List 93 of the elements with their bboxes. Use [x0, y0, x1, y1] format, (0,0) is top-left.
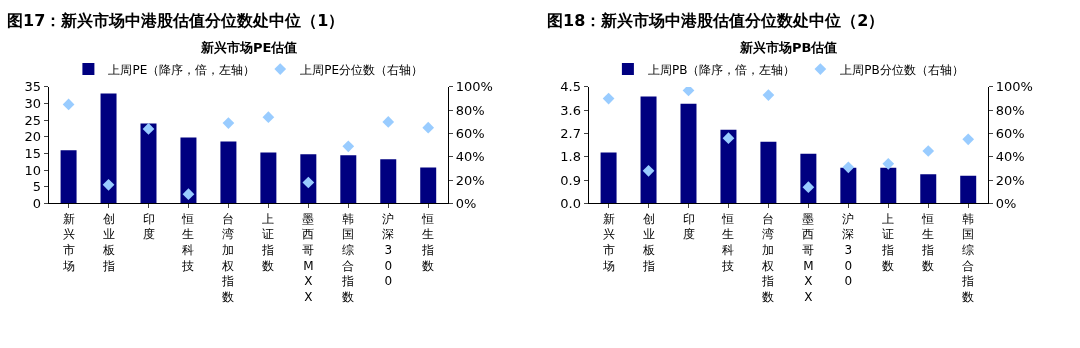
x-tick-label: 墨西哥MXX [802, 211, 815, 304]
x-tick-label: 恒生指数 [921, 211, 935, 273]
y-tick-label: 0.9 [560, 172, 581, 188]
point [802, 181, 815, 193]
point [842, 161, 855, 174]
x-tick-label: 印度 [142, 211, 155, 242]
x-tick-label: 沪深300 [842, 211, 855, 289]
point [222, 117, 235, 129]
point [642, 164, 655, 177]
bar [840, 167, 857, 204]
y2-tick-label: 0% [995, 196, 1017, 212]
y2-tick-label: 40% [995, 149, 1025, 165]
y-tick-label: 25 [24, 112, 41, 128]
bar [380, 159, 397, 204]
x-tick-label: 恒生指数 [421, 211, 435, 273]
point [882, 157, 895, 170]
y2-tick-label: 20% [995, 172, 1025, 188]
point [682, 86, 695, 97]
y-tick-label: 30 [24, 96, 41, 112]
point [262, 111, 275, 124]
x-tick-label: 恒生科技 [181, 211, 195, 273]
chart-subtitle: 新兴市场PB估值 [739, 40, 838, 55]
bar [760, 141, 777, 204]
y-tick-label: 20 [24, 129, 41, 145]
y-tick-label: 15 [24, 146, 41, 162]
chart-title: 图18：新兴市场中港股估值分位数处中位（2） [547, 11, 885, 30]
chart-subtitle: 新兴市场PE估值 [200, 40, 298, 55]
y2-tick-label: 80% [455, 102, 485, 118]
y2-tick-label: 0% [455, 196, 477, 212]
y-tick-label: 0 [32, 196, 41, 212]
bar [340, 155, 357, 204]
point [382, 116, 395, 128]
legend-label: 上周PE（降序，倍，左轴） [108, 62, 256, 77]
y2-tick-label: 20% [455, 172, 485, 188]
y-tick-label: 2.7 [560, 126, 581, 142]
bar [640, 96, 657, 204]
y-tick-label: 1.8 [560, 149, 581, 165]
bar [960, 175, 977, 204]
bar [880, 167, 897, 204]
x-tick-label: 韩国综合指数 [961, 211, 975, 304]
bar [60, 150, 77, 204]
bar [680, 103, 697, 204]
y2-tick-label: 60% [455, 126, 485, 142]
y2-tick-label: 80% [995, 102, 1025, 118]
y-tick-label: 4.5 [560, 79, 581, 95]
point [142, 123, 155, 135]
y-tick-label: 10 [24, 162, 41, 178]
x-tick-label: 韩国综合指数 [341, 211, 355, 304]
bar [800, 153, 817, 204]
bar [260, 152, 277, 204]
bar [140, 123, 157, 204]
bar [920, 174, 937, 204]
y2-tick-label: 100% [995, 79, 1033, 95]
point [62, 98, 75, 111]
x-tick-label: 台湾加权指数 [221, 211, 235, 304]
x-tick-label: 沪深300 [382, 211, 395, 289]
point [102, 178, 115, 191]
point [962, 133, 975, 146]
x-tick-label: 墨西哥MXX [302, 211, 315, 304]
point [762, 89, 775, 101]
y2-tick-label: 100% [455, 79, 493, 95]
point [182, 188, 195, 200]
y2-tick-label: 60% [995, 126, 1025, 142]
point [342, 140, 355, 153]
point [922, 145, 935, 157]
x-tick-label: 上证指数 [881, 211, 895, 273]
y-tick-label: 3.6 [560, 102, 581, 118]
x-tick-label: 上证指数 [261, 211, 275, 273]
y2-tick-label: 40% [455, 149, 485, 165]
bar [100, 93, 117, 204]
point [722, 132, 735, 145]
bar [600, 152, 617, 204]
point [602, 92, 615, 105]
bar [300, 154, 317, 204]
y-tick-label: 5 [32, 179, 41, 195]
legend-label: 上周PB（降序，倍，左轴） [647, 62, 796, 77]
bar [420, 167, 437, 204]
x-tick-label: 新兴市场 [601, 211, 615, 273]
chart-title: 图17：新兴市场中港股估值分位数处中位（1） [7, 11, 345, 30]
x-tick-label: 台湾加权指数 [761, 211, 775, 304]
x-tick-label: 印度 [682, 211, 695, 242]
x-tick-label: 创业板指 [641, 211, 655, 273]
legend-label: 上周PB分位数（右轴） [840, 62, 964, 77]
x-tick-label: 恒生科技 [721, 211, 735, 273]
bar [180, 137, 197, 204]
x-tick-label: 创业板指 [101, 211, 115, 273]
y-tick-label: 0.0 [560, 196, 581, 212]
y-tick-label: 35 [24, 79, 41, 95]
point [422, 121, 435, 134]
bar [720, 129, 737, 204]
legend-label: 上周PE分位数（右轴） [300, 62, 424, 77]
bar [220, 141, 237, 204]
x-tick-label: 新兴市场 [61, 211, 75, 273]
